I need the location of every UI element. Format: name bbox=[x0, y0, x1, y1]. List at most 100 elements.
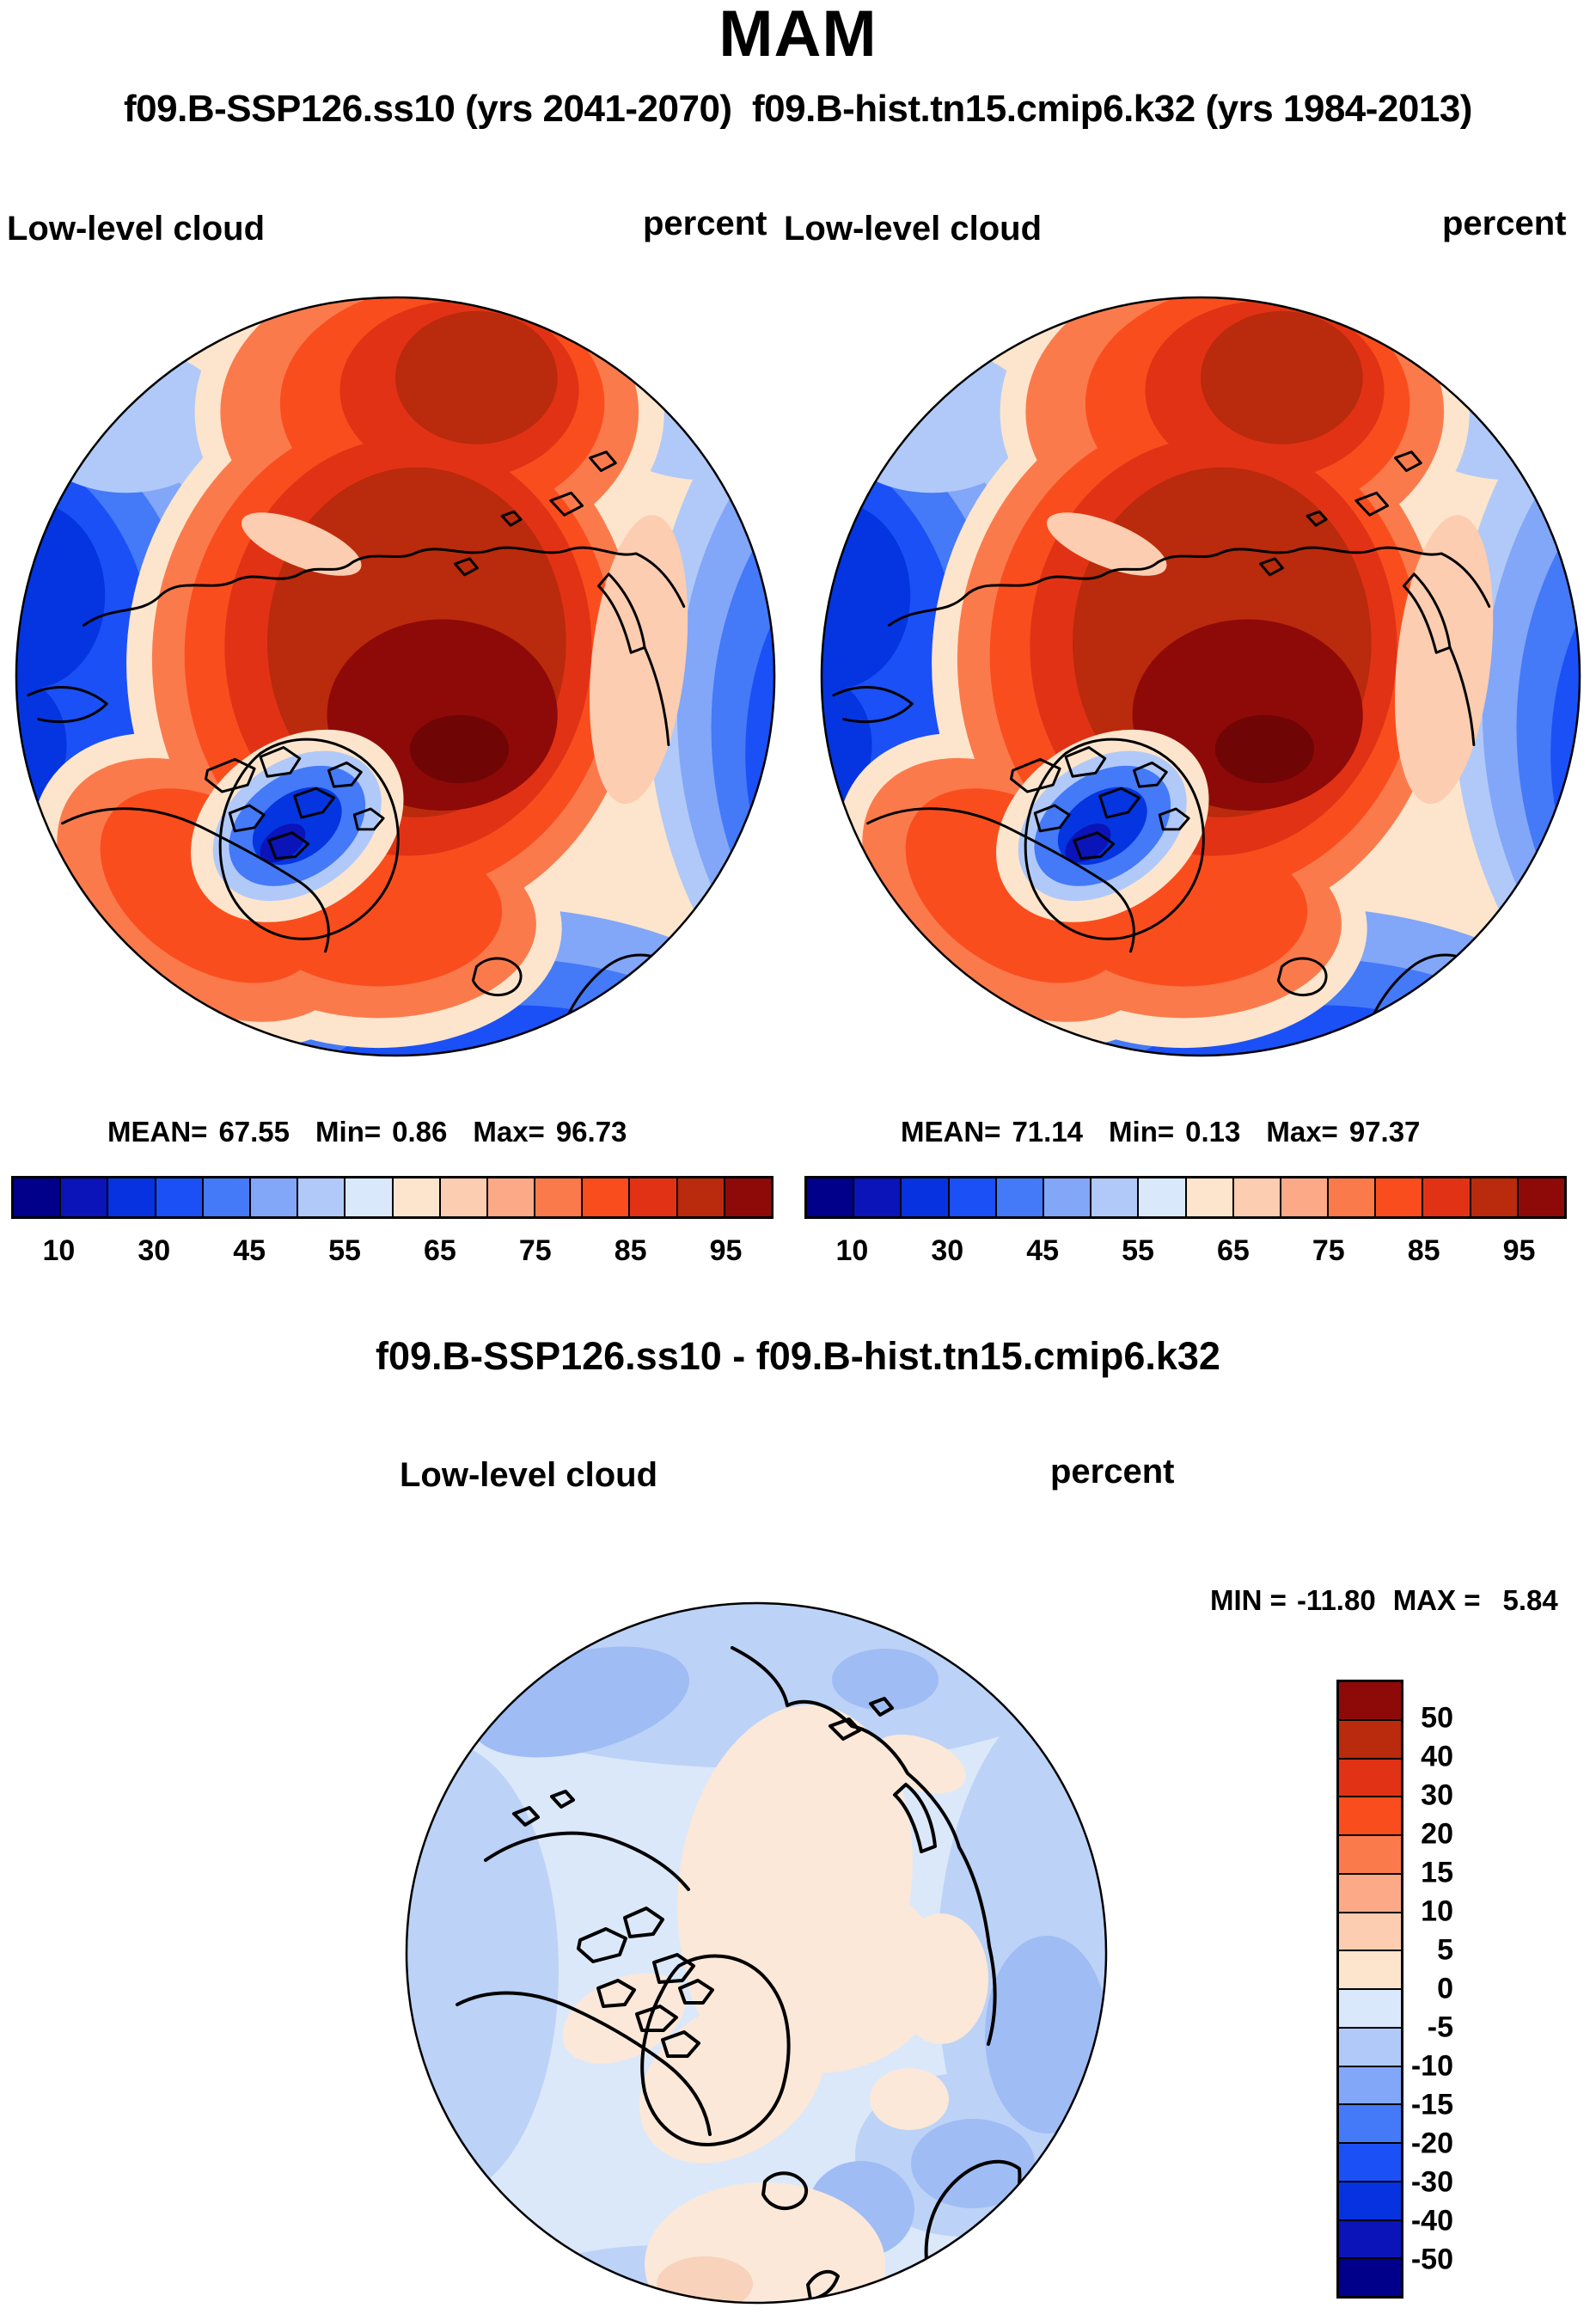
colorbar-segment bbox=[1374, 1178, 1422, 1216]
diff-minmax-line: MIN = -11.80 MAX = 5.84 bbox=[1210, 1584, 1558, 1617]
season-title: MAM bbox=[719, 0, 877, 70]
colorbar-segment bbox=[1232, 1178, 1280, 1216]
field-label-left: Low-level cloud bbox=[7, 210, 266, 248]
colorbar-tick-label: -30 bbox=[1410, 2165, 1453, 2199]
colorbar-segment bbox=[994, 1178, 1043, 1216]
colorbar-segment bbox=[1339, 1757, 1401, 1797]
colorbar-tick-labels: 10 30 45 55 65 75 85 95 bbox=[804, 1234, 1567, 1286]
map-difference bbox=[404, 1601, 1109, 2305]
colorbar-tick-label: 30 bbox=[138, 1234, 171, 1267]
diff-min-value: -11.80 bbox=[1296, 1584, 1376, 1616]
max-value: 97.37 bbox=[1348, 1116, 1421, 1148]
colorbar-tick-label: 75 bbox=[1312, 1234, 1345, 1267]
colorbar-segment bbox=[1090, 1178, 1138, 1216]
colorbar-segment bbox=[947, 1178, 995, 1216]
colorbar-segment bbox=[723, 1178, 771, 1216]
difference-title: f09.B-SSP126.ss10 - f09.B-hist.tn15.cmip… bbox=[376, 1334, 1220, 1378]
colorbar-tick-label: 15 bbox=[1421, 1856, 1453, 1889]
field-label-diff: Low-level cloud bbox=[400, 1456, 658, 1494]
colorbar-segment bbox=[107, 1178, 155, 1216]
min-value: 0.13 bbox=[1185, 1116, 1241, 1148]
max-label: Max= bbox=[1266, 1116, 1338, 1148]
colorbar-segment bbox=[1469, 1178, 1517, 1216]
colorbar-tick-label: 75 bbox=[518, 1234, 552, 1267]
colorbar-segment bbox=[248, 1178, 297, 1216]
colorbar-segment bbox=[59, 1178, 107, 1216]
map-hist bbox=[816, 292, 1585, 1061]
colorbar-tick-label: -40 bbox=[1410, 2204, 1453, 2237]
colorbar-segment bbox=[486, 1178, 535, 1216]
difference-colorbar: 50 40 30 20 15 10 5 0 -5 -10 -15 -20 -30 -40 -50 bbox=[1336, 1680, 1453, 2299]
units-label-diff: percent bbox=[1050, 1453, 1175, 1491]
colorbar-tick-label: 5 bbox=[1437, 1933, 1453, 1967]
colorbar-tick-label: 65 bbox=[424, 1234, 456, 1267]
colorbar-segment bbox=[807, 1178, 853, 1216]
colorbar-tick-labels: 50 40 30 20 15 10 5 0 -5 -10 -15 -20 -30 -40 -50 bbox=[1403, 1680, 1453, 2299]
colorbar-segment bbox=[1339, 2142, 1401, 2181]
colorbar-segment bbox=[1339, 1718, 1401, 1758]
colorbar-segment bbox=[1339, 1911, 1401, 1950]
colorbar-tick-label: 95 bbox=[1502, 1234, 1536, 1267]
colorbar-segment bbox=[344, 1178, 392, 1216]
field-label-right: Low-level cloud bbox=[784, 210, 1043, 248]
max-value: 96.73 bbox=[555, 1116, 627, 1148]
colorbar-tick-label: 0 bbox=[1437, 1972, 1453, 2005]
colorbar-segment bbox=[900, 1178, 948, 1216]
diff-max-value: 5.84 bbox=[1502, 1584, 1558, 1616]
colorbar-tick-label: -15 bbox=[1410, 2088, 1453, 2121]
diff-min-label: MIN = bbox=[1210, 1584, 1287, 1616]
colorbar-tick-label: 55 bbox=[328, 1234, 361, 1267]
percent-colorbar-left: 10 30 45 55 65 75 85 95 bbox=[11, 1176, 774, 1267]
colorbar-segment bbox=[154, 1178, 202, 1216]
colorbar-segment bbox=[534, 1178, 582, 1216]
colorbar-segment bbox=[1137, 1178, 1185, 1216]
colorbar-tick-label: 10 bbox=[42, 1234, 76, 1267]
colorbar-segment bbox=[581, 1178, 629, 1216]
colorbar-tick-label: -10 bbox=[1410, 2049, 1453, 2083]
colorbar-segment bbox=[1279, 1178, 1328, 1216]
colorbar-segment bbox=[201, 1178, 249, 1216]
colorbar-segment bbox=[14, 1178, 60, 1216]
colorbar-segment bbox=[628, 1178, 676, 1216]
colorbar-segment bbox=[1339, 2219, 1401, 2258]
percent-colorbar-right: 10 30 45 55 65 75 85 95 bbox=[804, 1176, 1567, 1267]
map-ssp126 bbox=[11, 292, 780, 1061]
diff-max-label: MAX = bbox=[1392, 1584, 1481, 1616]
colorbar-segment bbox=[1339, 2065, 1401, 2104]
colorbar-segment bbox=[1184, 1178, 1232, 1216]
colorbar-segments bbox=[11, 1176, 774, 1219]
colorbar-segment bbox=[1339, 2026, 1401, 2066]
colorbar-segment bbox=[1339, 1834, 1401, 1873]
colorbar-segment bbox=[853, 1178, 901, 1216]
units-label-right: percent bbox=[1442, 205, 1567, 242]
run-subtitle: f09.B-SSP126.ss10 (yrs 2041-2070) f09.B-… bbox=[124, 88, 1472, 130]
min-label: Min= bbox=[1109, 1116, 1175, 1148]
stats-line-left: MEAN= 67.55 Min= 0.86 Max= 96.73 bbox=[107, 1116, 627, 1148]
max-label: Max= bbox=[473, 1116, 545, 1148]
colorbar-tick-label: 45 bbox=[1026, 1234, 1060, 1267]
colorbar-tick-labels: 10 30 45 55 65 75 85 95 bbox=[11, 1234, 774, 1286]
min-label: Min= bbox=[315, 1116, 382, 1148]
colorbar-segment bbox=[1327, 1178, 1375, 1216]
mean-label: MEAN= bbox=[107, 1116, 208, 1148]
colorbar-tick-label: 85 bbox=[1407, 1234, 1440, 1267]
colorbar-tick-label: -5 bbox=[1427, 2011, 1453, 2044]
colorbar-segment bbox=[1339, 1796, 1401, 1834]
mean-value: 67.55 bbox=[218, 1116, 290, 1148]
colorbar-segment bbox=[1339, 1988, 1401, 2027]
colorbar-tick-label: 30 bbox=[931, 1234, 964, 1267]
colorbar-tick-label: 55 bbox=[1122, 1234, 1154, 1267]
mean-value: 71.14 bbox=[1012, 1116, 1084, 1148]
colorbar-segment bbox=[1339, 1682, 1401, 1719]
colorbar-segment bbox=[1339, 1950, 1401, 1988]
colorbar-segment bbox=[1339, 2180, 1401, 2219]
colorbar-tick-label: 10 bbox=[835, 1234, 869, 1267]
units-label-left: percent bbox=[643, 205, 767, 242]
colorbar-tick-label: -50 bbox=[1410, 2243, 1453, 2276]
colorbar-segment bbox=[391, 1178, 439, 1216]
colorbar-tick-label: 30 bbox=[1421, 1778, 1453, 1812]
colorbar-tick-label: 50 bbox=[1421, 1701, 1453, 1735]
colorbar-segment bbox=[1422, 1178, 1470, 1216]
colorbar-tick-label: 20 bbox=[1421, 1817, 1453, 1851]
colorbar-tick-label: 95 bbox=[709, 1234, 743, 1267]
